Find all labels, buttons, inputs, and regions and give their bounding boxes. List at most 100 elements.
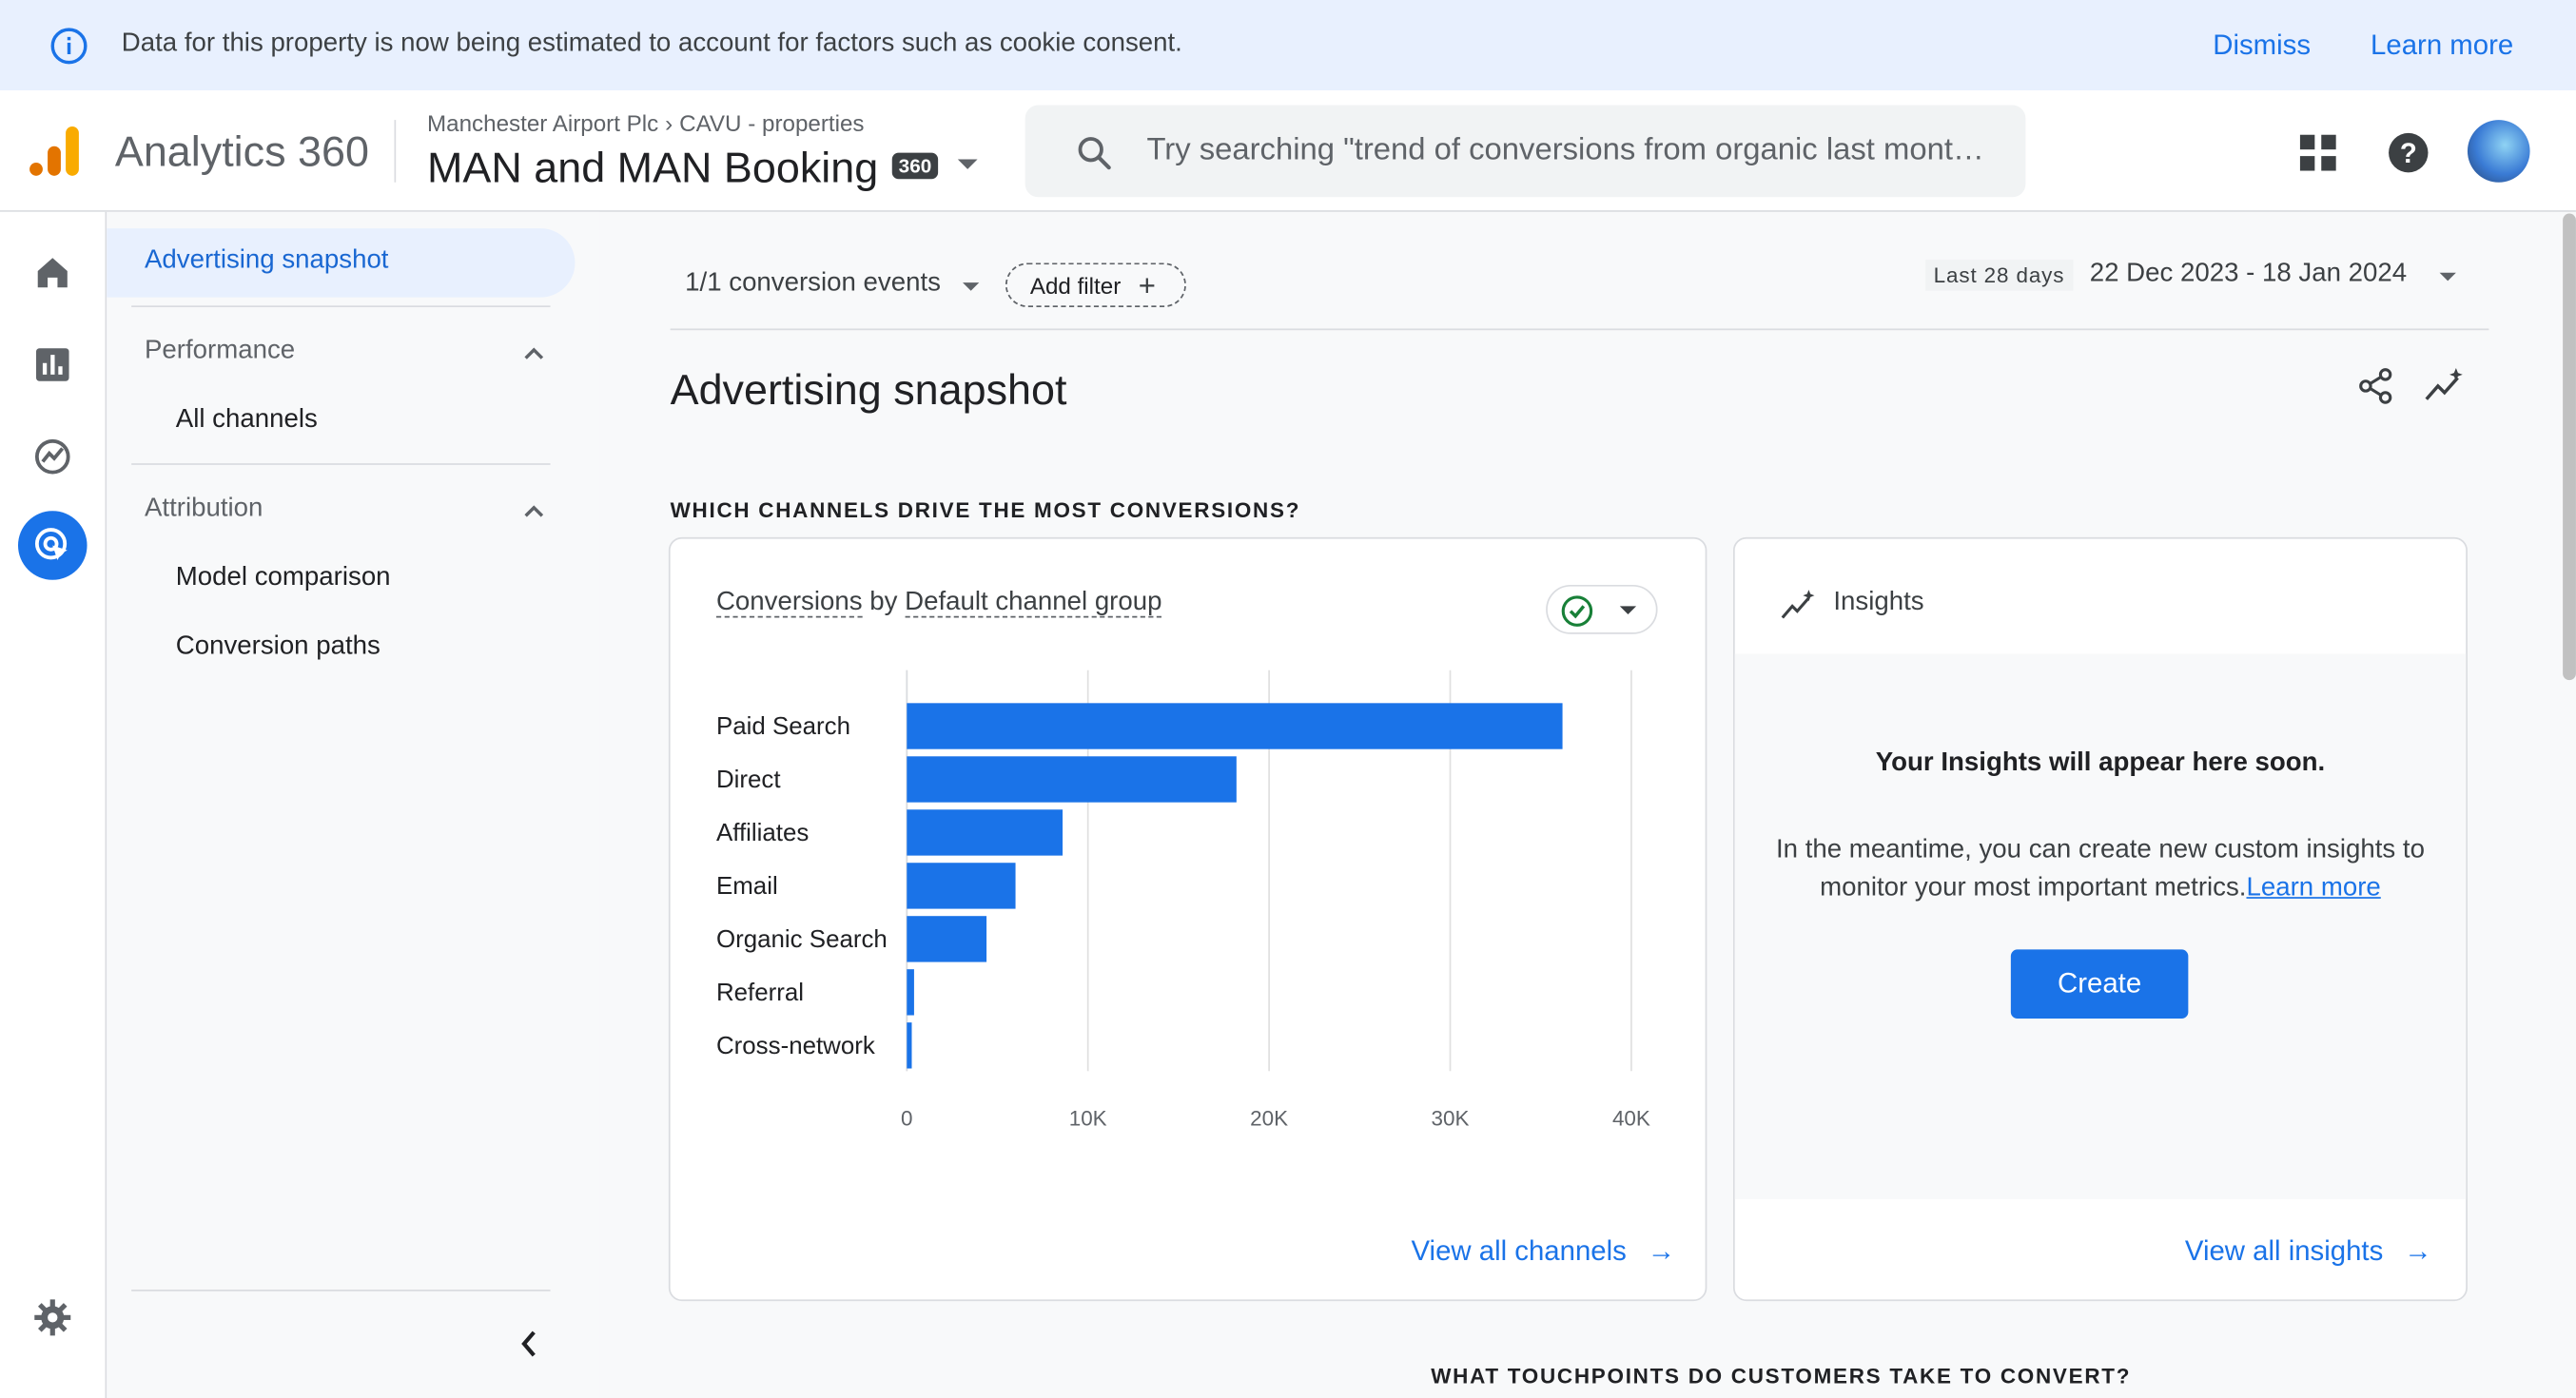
- 360-badge: 360: [891, 152, 939, 180]
- category-label: Email: [716, 873, 778, 900]
- create-insight-button[interactable]: Create: [2010, 949, 2189, 1019]
- share-icon[interactable]: [2356, 366, 2395, 405]
- info-icon: [50, 28, 88, 65]
- chevron-down-icon: [1619, 606, 1637, 615]
- x-tick-label: 20K: [1250, 1106, 1288, 1130]
- page-scrollbar[interactable]: [2563, 213, 2576, 681]
- nav-attribution-header[interactable]: Attribution: [144, 494, 263, 523]
- insights-learn-more-link[interactable]: Learn more: [2246, 873, 2381, 903]
- left-rail: [0, 211, 107, 1398]
- search-input[interactable]: Try searching "trend of conversions from…: [1146, 132, 1984, 168]
- bar-referral[interactable]: [907, 969, 914, 1016]
- chart-title: Conversions by Default channel group: [715, 588, 1162, 618]
- nav-advertising-snapshot[interactable]: Advertising snapshot: [107, 228, 576, 298]
- analytics-logo-icon[interactable]: [27, 124, 83, 180]
- view-all-insights-link[interactable]: View all insights →: [2185, 1235, 2432, 1269]
- bar-paid-search[interactable]: [907, 703, 1563, 749]
- nav-divider: [131, 305, 551, 308]
- advertising-nav-active[interactable]: [17, 511, 88, 580]
- insights-sparkle-icon: [1781, 590, 1815, 619]
- nav-performance-header[interactable]: Performance: [144, 337, 296, 365]
- check-circle-icon: [1561, 595, 1593, 627]
- conversions-chart-card: Conversions by Default channel group 0 10…: [668, 536, 1708, 1302]
- view-all-channels-link[interactable]: View all channels →: [1411, 1235, 1675, 1269]
- add-filter-label: Add filter: [1029, 272, 1122, 300]
- plus-icon: +: [1138, 269, 1156, 302]
- chart-dimension-label[interactable]: Default channel group: [905, 588, 1162, 618]
- nav-conversion-paths[interactable]: Conversion paths: [175, 632, 381, 661]
- breadcrumb-property: CAVU - properties: [679, 109, 865, 137]
- chart-status-menu[interactable]: [1546, 584, 1658, 634]
- property-dropdown-icon[interactable]: [957, 159, 978, 169]
- info-banner: Data for this property is now being esti…: [0, 0, 2576, 91]
- chart-metric-label[interactable]: Conversions: [715, 588, 863, 618]
- arrow-right-icon: →: [1647, 1235, 1676, 1267]
- section-heading-channels: WHICH CHANNELS DRIVE THE MOST CONVERSION…: [670, 497, 1301, 523]
- dismiss-link[interactable]: Dismiss: [2213, 29, 2312, 61]
- x-tick-label: 10K: [1069, 1106, 1107, 1130]
- category-label: Referral: [716, 980, 804, 1006]
- arrow-right-icon: →: [2404, 1235, 2432, 1267]
- view-all-insights-label: View all insights: [2184, 1235, 2384, 1267]
- insights-sparkle-icon[interactable]: [2423, 366, 2466, 405]
- insights-headline: Your Insights will appear here soon.: [1875, 748, 2326, 778]
- chevron-right-icon: ›: [665, 109, 673, 137]
- help-icon[interactable]: ?: [2387, 131, 2430, 174]
- bar-direct[interactable]: [907, 756, 1237, 803]
- date-range-picker[interactable]: 22 Dec 2023 - 18 Jan 2024: [2089, 259, 2408, 288]
- conversions-bar-chart: 0 10K 20K 30K 40K Paid Search Direct Affiliates…: [716, 670, 1650, 1130]
- nav-divider: [131, 463, 551, 465]
- view-all-channels-label: View all channels: [1411, 1235, 1627, 1267]
- search-bar[interactable]: Try searching "trend of conversions from…: [1025, 105, 2026, 198]
- insights-description-text: In the meantime, you can create new cust…: [1775, 836, 2425, 903]
- nav-divider: [131, 1290, 551, 1291]
- insights-title: Insights: [1833, 588, 1924, 616]
- banner-message: Data for this property is now being esti…: [121, 29, 1182, 58]
- bar-cross-network[interactable]: [907, 1022, 912, 1069]
- conversion-events-dropdown-icon[interactable]: [963, 282, 980, 291]
- category-label: Organic Search: [716, 926, 888, 953]
- bar-organic-search[interactable]: [907, 916, 987, 962]
- apps-grid-icon[interactable]: [2299, 134, 2336, 171]
- chevron-up-icon[interactable]: [522, 499, 545, 522]
- conversion-events-selector[interactable]: 1/1 conversion events: [685, 269, 941, 298]
- home-icon[interactable]: [33, 253, 72, 292]
- explore-icon[interactable]: [33, 437, 72, 476]
- insights-description: In the meantime, you can create new cust…: [1767, 831, 2432, 906]
- date-range-tag: Last 28 days: [1925, 259, 2073, 291]
- nav-all-channels[interactable]: All channels: [175, 405, 318, 435]
- sub-navigation: Advertising snapshot Performance All cha…: [107, 211, 600, 1398]
- nav-model-comparison[interactable]: Model comparison: [175, 563, 391, 592]
- settings-gear-icon[interactable]: [33, 1298, 72, 1337]
- insights-card: Insights Your Insights will appear here …: [1732, 536, 2468, 1302]
- bar-email[interactable]: [907, 863, 1016, 909]
- category-label: Paid Search: [716, 713, 850, 740]
- insights-header: Insights: [1735, 539, 2467, 654]
- banner-learn-more-link[interactable]: Learn more: [2371, 29, 2514, 61]
- x-tick-label: 0: [901, 1106, 912, 1130]
- user-avatar[interactable]: [2467, 120, 2530, 183]
- insights-body: [1734, 653, 2467, 1200]
- x-tick-label: 40K: [1612, 1106, 1650, 1130]
- collapse-chevron-left-icon[interactable]: [517, 1326, 540, 1362]
- add-filter-button[interactable]: Add filter +: [1005, 262, 1186, 308]
- toolbar-divider: [670, 328, 2489, 331]
- app-header: Analytics 360 Manchester Airport Plc › CAV…: [0, 90, 2576, 212]
- category-label: Direct: [716, 767, 781, 793]
- bar-affiliates[interactable]: [907, 809, 1064, 856]
- breadcrumb[interactable]: Manchester Airport Plc › CAVU - properties: [427, 110, 865, 137]
- breadcrumb-account: Manchester Airport Plc: [427, 109, 659, 137]
- reports-icon[interactable]: [33, 345, 72, 384]
- advertising-icon: [34, 528, 68, 561]
- category-label: Cross-network: [716, 1033, 875, 1059]
- date-range-dropdown-icon[interactable]: [2439, 272, 2456, 282]
- product-name: Analytics 360: [114, 126, 369, 176]
- nav-advertising-snapshot-label: Advertising snapshot: [144, 246, 389, 275]
- page-title: Advertising snapshot: [670, 364, 1067, 415]
- chevron-up-icon[interactable]: [522, 341, 545, 364]
- search-icon: [1078, 137, 1111, 170]
- section-heading-touchpoints: WHAT TOUCHPOINTS DO CUSTOMERS TAKE TO CO…: [1431, 1363, 2132, 1388]
- property-selector[interactable]: MAN and MAN Booking: [427, 143, 879, 193]
- svg-text:?: ?: [2400, 138, 2417, 169]
- x-tick-label: 30K: [1432, 1106, 1470, 1130]
